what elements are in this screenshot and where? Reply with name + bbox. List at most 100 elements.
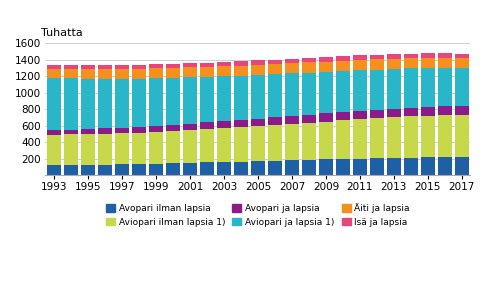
Bar xyxy=(132,133,146,164)
Bar xyxy=(200,129,214,162)
Bar xyxy=(268,60,282,64)
Bar xyxy=(200,67,214,77)
Bar xyxy=(81,129,95,134)
Bar xyxy=(234,61,248,66)
Bar xyxy=(217,128,231,162)
Bar xyxy=(234,162,248,175)
Bar xyxy=(81,134,95,165)
Bar xyxy=(251,60,265,65)
Bar xyxy=(319,62,333,72)
Bar xyxy=(404,68,418,108)
Bar xyxy=(301,58,316,63)
Bar xyxy=(98,79,112,128)
Bar xyxy=(301,63,316,73)
Bar xyxy=(183,163,197,175)
Bar xyxy=(47,130,61,135)
Bar xyxy=(370,69,384,110)
Bar xyxy=(217,66,231,76)
Bar xyxy=(64,165,78,175)
Bar xyxy=(98,165,112,175)
Bar xyxy=(115,69,129,79)
Bar xyxy=(319,159,333,175)
Bar xyxy=(217,62,231,66)
Bar xyxy=(115,128,129,133)
Bar xyxy=(387,108,401,117)
Bar xyxy=(370,118,384,158)
Bar xyxy=(421,116,435,157)
Bar xyxy=(183,124,197,130)
Bar xyxy=(251,119,265,126)
Bar xyxy=(81,69,95,79)
Bar xyxy=(387,69,401,108)
Bar xyxy=(183,67,197,77)
Bar xyxy=(387,54,401,59)
Bar xyxy=(149,68,163,78)
Bar xyxy=(81,165,95,175)
Bar xyxy=(64,79,78,130)
Bar xyxy=(165,131,180,163)
Bar xyxy=(404,158,418,175)
Bar xyxy=(353,60,367,70)
Bar xyxy=(47,165,61,175)
Bar xyxy=(234,127,248,162)
Bar xyxy=(336,71,350,112)
Bar xyxy=(319,113,333,122)
Bar xyxy=(437,68,452,106)
Bar xyxy=(370,110,384,118)
Bar xyxy=(200,77,214,123)
Bar xyxy=(268,161,282,175)
Bar xyxy=(165,64,180,68)
Bar xyxy=(353,159,367,175)
Bar xyxy=(64,65,78,69)
Bar xyxy=(285,59,299,63)
Bar xyxy=(251,161,265,175)
Bar xyxy=(370,158,384,175)
Bar xyxy=(404,116,418,158)
Bar xyxy=(200,63,214,67)
Bar xyxy=(132,127,146,133)
Bar xyxy=(183,63,197,67)
Bar xyxy=(165,68,180,78)
Bar xyxy=(251,65,265,75)
Bar xyxy=(149,64,163,68)
Bar xyxy=(268,64,282,74)
Bar xyxy=(47,79,61,130)
Bar xyxy=(149,164,163,175)
Bar xyxy=(234,76,248,120)
Bar xyxy=(234,66,248,76)
Bar xyxy=(455,58,469,68)
Bar xyxy=(455,68,469,106)
Bar xyxy=(47,69,61,79)
Bar xyxy=(165,163,180,175)
Bar xyxy=(437,115,452,157)
Bar xyxy=(455,115,469,157)
Bar xyxy=(336,112,350,120)
Bar xyxy=(217,121,231,128)
Bar xyxy=(301,115,316,123)
Bar xyxy=(64,130,78,134)
Bar xyxy=(353,119,367,159)
Bar xyxy=(421,107,435,116)
Bar xyxy=(132,164,146,175)
Bar xyxy=(421,58,435,68)
Bar xyxy=(183,77,197,124)
Bar xyxy=(387,158,401,175)
Bar xyxy=(132,69,146,79)
Bar xyxy=(353,70,367,111)
Bar xyxy=(132,79,146,127)
Bar xyxy=(115,164,129,175)
Bar xyxy=(183,130,197,163)
Bar xyxy=(455,157,469,175)
Bar xyxy=(115,133,129,164)
Bar xyxy=(285,116,299,124)
Bar xyxy=(149,126,163,132)
Bar xyxy=(81,79,95,129)
Bar xyxy=(336,159,350,175)
Bar xyxy=(98,128,112,133)
Bar xyxy=(421,157,435,175)
Bar xyxy=(319,122,333,159)
Bar xyxy=(301,123,316,160)
Bar xyxy=(285,63,299,73)
Bar xyxy=(165,125,180,131)
Bar xyxy=(268,74,282,117)
